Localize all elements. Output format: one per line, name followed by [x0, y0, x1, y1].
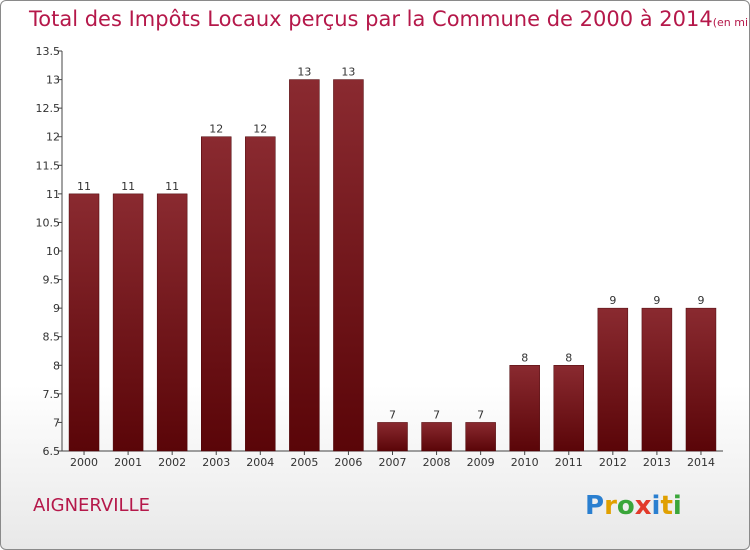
x-tick-label: 2012	[599, 456, 627, 469]
bar-value-label: 9	[609, 294, 616, 307]
bar-value-label: 12	[209, 123, 223, 136]
chart-title: Total des Impôts Locaux perçus par la Co…	[29, 7, 749, 31]
logo-letter: r	[604, 491, 617, 521]
bar-value-label: 9	[697, 294, 704, 307]
y-tick-label: 13	[46, 74, 60, 87]
logo-letter: x	[634, 491, 652, 521]
proxiti-logo: Proxiti	[585, 491, 682, 521]
x-tick-label: 2013	[643, 456, 671, 469]
bar-value-label: 8	[521, 351, 528, 364]
y-tick-label: 7	[53, 416, 60, 429]
y-tick-label: 10.5	[36, 216, 61, 229]
x-tick-label: 2000	[70, 456, 98, 469]
bar-value-label: 7	[389, 408, 396, 421]
x-tick-label: 2014	[687, 456, 715, 469]
y-tick-label: 8	[53, 359, 60, 372]
logo-letter: o	[616, 491, 635, 521]
y-tick-label: 7.5	[43, 388, 61, 401]
bar	[597, 307, 629, 452]
bar	[112, 193, 144, 452]
bar-value-label: 12	[253, 123, 267, 136]
x-tick-label: 2008	[423, 456, 451, 469]
chart-title-text: Total des Impôts Locaux perçus par la Co…	[29, 7, 713, 31]
x-tick-label: 2009	[467, 456, 495, 469]
bar	[685, 307, 717, 452]
y-tick-label: 12.5	[36, 102, 61, 115]
bar	[201, 136, 232, 452]
bar-value-label: 8	[565, 351, 572, 364]
y-tick-label: 11	[46, 188, 60, 201]
bar	[421, 422, 452, 452]
y-tick-label: 6.5	[43, 445, 61, 458]
y-tick-label: 9	[53, 302, 60, 315]
bar	[333, 79, 364, 452]
x-tick-label: 2001	[114, 456, 142, 469]
y-tick-label: 12	[46, 131, 60, 144]
logo-letter: i	[672, 491, 682, 521]
y-tick-label: 10	[46, 245, 60, 258]
bar-value-label: 11	[121, 180, 135, 193]
x-tick-label: 2006	[334, 456, 362, 469]
x-tick-label: 2002	[158, 456, 186, 469]
x-tick-label: 2005	[290, 456, 318, 469]
x-tick-label: 2004	[246, 456, 274, 469]
bar-value-label: 13	[341, 66, 355, 79]
bar	[68, 193, 100, 452]
bar	[377, 422, 408, 452]
bar-value-label: 9	[653, 294, 660, 307]
bar	[156, 193, 188, 452]
bar-value-label: 7	[477, 408, 484, 421]
bar-value-label: 13	[297, 66, 311, 79]
x-tick-label: 2003	[202, 456, 230, 469]
bar	[641, 307, 673, 452]
bar	[553, 365, 584, 452]
x-tick-label: 2011	[555, 456, 583, 469]
x-tick-label: 2010	[511, 456, 539, 469]
logo-letter: i	[651, 491, 661, 521]
logo-letter: t	[660, 491, 673, 521]
y-tick-label: 8.5	[43, 331, 61, 344]
x-tick-label: 2007	[379, 456, 407, 469]
bar	[245, 136, 276, 452]
bar	[465, 422, 496, 452]
bar-value-label: 11	[165, 180, 179, 193]
y-tick-label: 11.5	[36, 159, 61, 172]
commune-name: AIGNERVILLE	[33, 495, 150, 516]
chart-unit: (en milliers d'€)	[712, 16, 749, 29]
bar-value-label: 7	[433, 408, 440, 421]
bar	[289, 79, 320, 452]
bar	[509, 365, 540, 452]
bar-value-label: 11	[77, 180, 91, 193]
y-tick-label: 9.5	[43, 274, 61, 287]
logo-letter: P	[585, 491, 605, 521]
y-tick-label: 13.5	[36, 45, 61, 58]
